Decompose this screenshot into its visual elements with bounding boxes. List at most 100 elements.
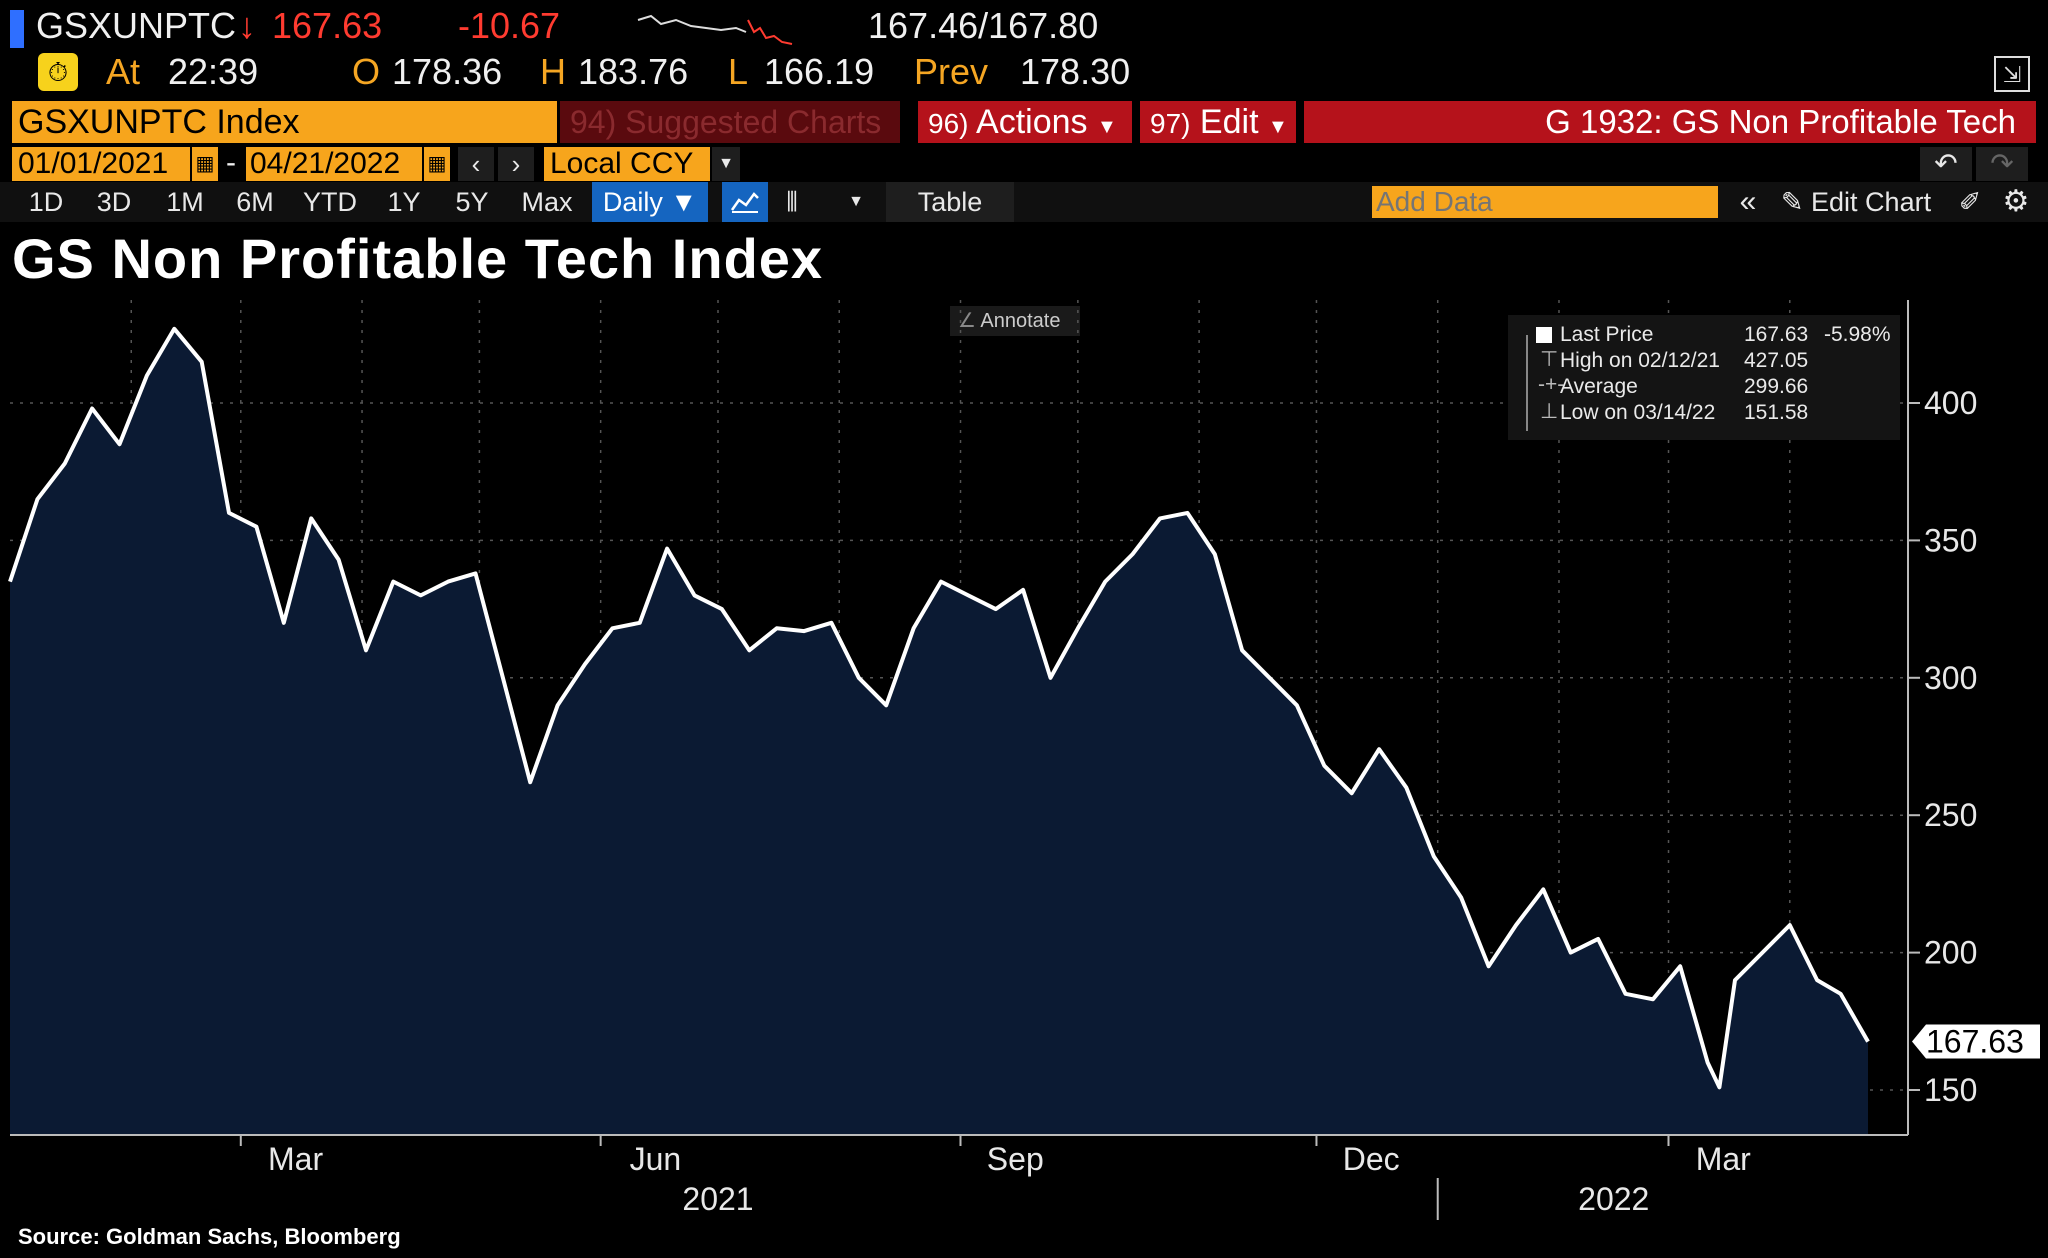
legend-avg-value: 299.66 — [1744, 375, 1809, 398]
annotate-button[interactable]: ∠ Annotate — [950, 306, 1080, 336]
bid-ask: 167.46/167.80 — [868, 5, 1099, 46]
end-date-field[interactable]: 04/21/2022 — [246, 147, 422, 181]
chevron-down-icon: ▼ — [670, 187, 698, 217]
frequency-label: Daily — [602, 187, 663, 217]
edit-chart-button[interactable]: ✎ Edit Chart — [1774, 182, 1938, 222]
legend-low-label: Low on 03/14/22 — [1560, 401, 1716, 424]
y-axis-ticks: 150 200 250 300 350 400 — [1908, 385, 1977, 1108]
legend-last-pct: -5.98% — [1824, 323, 1891, 346]
redo-icon[interactable]: ↷ — [1976, 147, 2028, 181]
period-max[interactable]: Max — [521, 187, 573, 217]
calendar-icon[interactable]: ▦ — [424, 147, 450, 181]
period-6m[interactable]: 6M — [236, 187, 274, 217]
x-tick-label: Mar — [268, 1141, 323, 1177]
ticker-color-marker — [10, 10, 24, 48]
add-data-input[interactable] — [1372, 186, 1718, 218]
low-value: 166.19 — [764, 51, 875, 92]
pencil-icon: ∠ — [958, 310, 976, 332]
x-axis-ticks: Mar Jun Sep Dec Mar 2021 2022 — [239, 1135, 1751, 1220]
actions-menu-button[interactable]: 96) Actions ▼ — [918, 101, 1132, 143]
period-3d[interactable]: 3D — [96, 187, 132, 217]
legend-box[interactable]: Last Price 167.63 -5.98% ⊤ High on 02/12… — [1508, 315, 1900, 440]
ticker-label: GSXUNPTC — [36, 5, 237, 46]
prev-label: Prev — [914, 51, 989, 92]
table-button[interactable]: Table — [886, 182, 1014, 222]
prev-period-button[interactable]: ‹ — [458, 147, 494, 181]
actions-number: 96) — [928, 108, 969, 139]
legend-high-value: 427.05 — [1744, 349, 1809, 372]
quote-time: 22:39 — [168, 51, 259, 92]
period-1m[interactable]: 1M — [166, 187, 204, 217]
low-label: L — [728, 51, 749, 92]
high-marker-icon: ⊤ — [1540, 348, 1559, 371]
date-separator: - — [226, 146, 236, 179]
legend-tree-line — [1526, 335, 1528, 431]
next-period-button[interactable]: › — [498, 147, 534, 181]
calendar-icon[interactable]: ▦ — [192, 147, 218, 181]
legend-last-value: 167.63 — [1744, 323, 1809, 346]
chevron-down-icon[interactable]: ▼ — [712, 147, 740, 181]
clock-icon: ⏱ — [38, 53, 78, 91]
year-label: 2022 — [1578, 1181, 1649, 1217]
chevron-down-icon[interactable]: ▼ — [848, 193, 864, 210]
edit-number: 97) — [1150, 108, 1191, 139]
actions-label: Actions — [976, 103, 1088, 141]
period-1d[interactable]: 1D — [28, 187, 64, 217]
prev-value: 178.30 — [1020, 51, 1131, 92]
legend-high-label: High on 02/12/21 — [1560, 349, 1720, 372]
y-tick-label: 400 — [1924, 385, 1977, 421]
frequency-select[interactable]: Daily ▼ — [592, 182, 708, 222]
high-value: 183.76 — [578, 51, 689, 92]
legend-low-value: 151.58 — [1744, 401, 1809, 424]
security-field[interactable]: GSXUNPTC Index — [12, 101, 557, 143]
net-change: -10.67 — [458, 5, 561, 46]
period-5y[interactable]: 5Y — [455, 187, 489, 217]
y-tick-label: 200 — [1924, 935, 1977, 971]
y-tick-label: 150 — [1924, 1072, 1977, 1108]
function-title: G 1932: GS Non Profitable Tech — [1304, 101, 2036, 143]
open-label: O — [352, 51, 381, 92]
gear-icon[interactable]: ⚙ — [2002, 185, 2030, 218]
period-1y[interactable]: 1Y — [387, 187, 421, 217]
start-date-field[interactable]: 01/01/2021 — [12, 147, 190, 181]
suggested-charts-button[interactable]: 94) Suggested Charts — [560, 101, 900, 143]
x-tick-label: Jun — [630, 1141, 682, 1177]
edit-menu-button[interactable]: 97) Edit ▼ — [1140, 101, 1296, 143]
source-note: Source: Goldman Sachs, Bloomberg — [18, 1224, 401, 1249]
sparkline-icon — [637, 14, 793, 45]
suggested-charts-number: 94) — [570, 104, 617, 140]
price-chart: 150 200 250 300 350 400 Mar Jun Sep Dec Mar 2021 20… — [8, 300, 2040, 1220]
undo-icon[interactable]: ↶ — [1920, 147, 1972, 181]
last-value-tag — [1912, 1024, 2040, 1059]
currency-select[interactable]: Local CCY — [544, 147, 710, 181]
y-tick-label: 250 — [1924, 797, 1977, 833]
bar-chart-icon[interactable]: ⫴ — [786, 187, 798, 217]
low-marker-icon: ⊥ — [1540, 400, 1559, 423]
at-label: At — [106, 51, 141, 92]
down-arrow-icon: ↓ — [238, 5, 256, 46]
line-chart-icon[interactable] — [722, 182, 768, 222]
period-ytd[interactable]: YTD — [303, 187, 357, 217]
suggested-charts-label: Suggested Charts — [625, 104, 882, 140]
edit-chart-label: Edit Chart — [1811, 187, 1932, 217]
pencil-icon: ✎ — [1780, 187, 1804, 217]
last-value-marker: 167.63 — [1912, 1024, 2040, 1060]
x-tick-label: Sep — [987, 1141, 1044, 1177]
price-line — [8, 326, 1870, 1090]
table-label: Table — [917, 187, 983, 217]
legend-avg-label: Average — [1560, 375, 1638, 398]
expand-window-icon[interactable]: ⇲ — [1994, 56, 2030, 92]
y-tick-label: 300 — [1924, 660, 1977, 696]
chart-edit-icon[interactable]: ✐ — [1958, 187, 1982, 217]
collapse-icon[interactable]: « — [1739, 185, 1757, 218]
x-tick-label: Mar — [1696, 1141, 1751, 1177]
legend-swatch-last — [1536, 327, 1552, 343]
high-label: H — [540, 51, 566, 92]
function-title-text: G 1932: GS Non Profitable Tech — [1545, 103, 2016, 140]
average-marker-icon: -+- — [1538, 373, 1565, 396]
last-price: 167.63 — [272, 5, 383, 46]
annotate-label: Annotate — [980, 310, 1061, 332]
y-tick-label: 350 — [1924, 522, 1977, 558]
chevron-down-icon: ▼ — [1097, 116, 1117, 138]
year-label: 2021 — [682, 1181, 753, 1217]
